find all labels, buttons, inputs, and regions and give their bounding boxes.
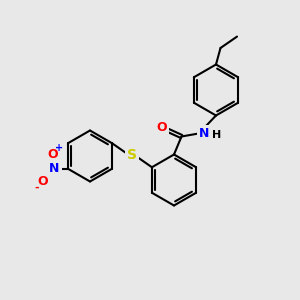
Text: O: O: [38, 175, 48, 188]
Text: S: S: [127, 148, 137, 162]
Text: O: O: [48, 148, 58, 161]
Text: O: O: [157, 121, 167, 134]
Text: -: -: [35, 182, 39, 192]
Text: H: H: [212, 130, 221, 140]
Text: +: +: [55, 143, 63, 153]
Text: N: N: [199, 127, 209, 140]
Text: N: N: [49, 162, 60, 175]
